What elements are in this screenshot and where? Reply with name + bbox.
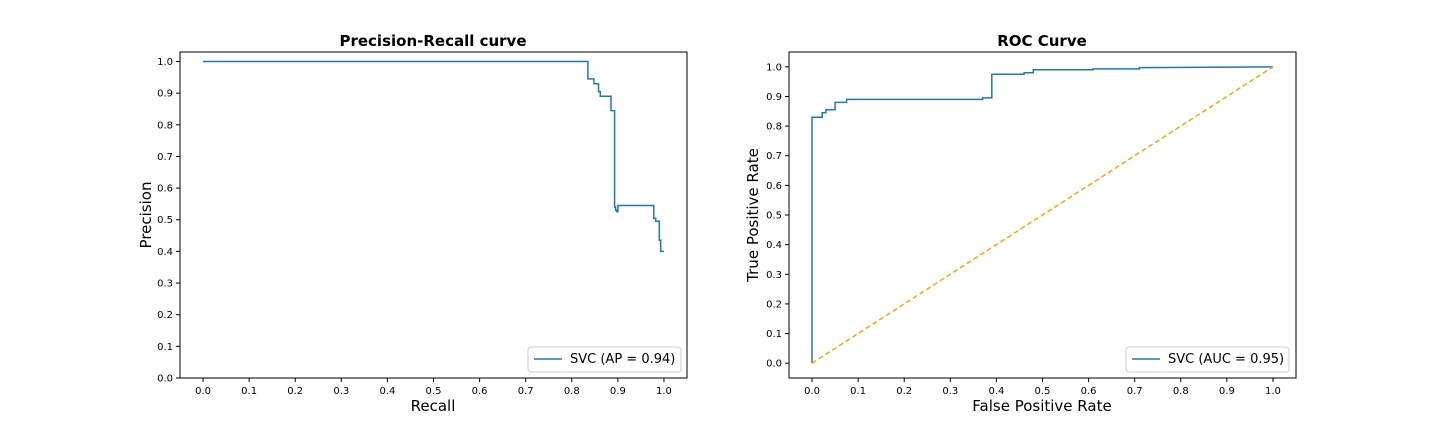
- y-tick-label: 0.0: [766, 359, 782, 370]
- x-tick-label: 0.5: [1035, 386, 1051, 397]
- chance-diagonal-line: [811, 66, 1274, 364]
- x-tick-label: 0.4: [379, 386, 395, 397]
- x-tick-label: 0.6: [1081, 386, 1097, 397]
- x-axis-label: Recall: [411, 397, 456, 415]
- axis-ticks: 0.0 0.1 0.2 0.3 0.4 0.5 0.6 0.7 0.8 0.9 1.0 0.0 0.1 0…: [766, 62, 1281, 397]
- x-axis-label: False Positive Rate: [972, 397, 1111, 415]
- series-layer: [203, 60, 664, 253]
- y-tick-label: 0.4: [157, 247, 173, 258]
- y-tick-label: 0.2: [157, 310, 173, 321]
- x-tick-label: 1.0: [656, 386, 672, 397]
- y-tick-label: 0.8: [157, 120, 173, 131]
- x-tick-label: 0.1: [850, 386, 866, 397]
- chart-title: Precision-Recall curve: [339, 32, 526, 50]
- y-tick-label: 0.5: [157, 215, 173, 226]
- y-tick-label: 0.1: [157, 342, 173, 353]
- series-line-0: [811, 66, 1274, 364]
- series-line-0: [203, 60, 664, 253]
- x-tick-label: 0.8: [564, 386, 580, 397]
- y-tick-label: 0.3: [766, 270, 782, 281]
- legend-label: SVC (AP = 0.94): [570, 352, 675, 367]
- legend-label: SVC (AUC = 0.95): [1168, 352, 1284, 367]
- y-tick-label: 1.0: [766, 62, 782, 73]
- x-tick-label: 0.5: [426, 386, 442, 397]
- y-tick-label: 0.5: [766, 211, 782, 222]
- y-tick-label: 0.0: [157, 374, 173, 385]
- y-tick-label: 0.2: [766, 299, 782, 310]
- legend-frame: [1125, 346, 1290, 373]
- x-tick-label: 0.9: [610, 386, 626, 397]
- x-tick-label: 0.7: [1127, 386, 1143, 397]
- y-axis-label: True Positive Rate: [744, 148, 762, 283]
- legend: SVC (AP = 0.94): [527, 346, 682, 373]
- series-layer: [811, 66, 1274, 364]
- x-tick-label: 1.0: [1265, 386, 1281, 397]
- axis-ticks: 0.0 0.1 0.2 0.3 0.4 0.5 0.6 0.7 0.8 0.9 1.0 0.0 0.1 0…: [157, 57, 672, 397]
- y-tick-label: 0.4: [766, 240, 782, 251]
- y-tick-label: 0.6: [157, 184, 173, 195]
- roc-curve-chart: ROC Curve 0.0 0.1 0.2 0.3 0.4 0.5 0.6 0.7 0.8 0.9…: [744, 32, 1297, 415]
- x-tick-label: 0.2: [896, 386, 912, 397]
- x-tick-label: 0.6: [472, 386, 488, 397]
- y-tick-label: 0.1: [766, 329, 782, 340]
- y-axis-label: Precision: [137, 182, 155, 249]
- y-tick-label: 1.0: [157, 57, 173, 68]
- y-tick-label: 0.8: [766, 122, 782, 133]
- y-tick-label: 0.9: [157, 89, 173, 100]
- x-tick-label: 0.3: [942, 386, 958, 397]
- precision-recall-chart: Precision-Recall curve 0.0 0.1 0.2 0.3 0.4 0.…: [137, 32, 688, 415]
- x-tick-label: 0.4: [988, 386, 1004, 397]
- y-tick-label: 0.7: [766, 151, 782, 162]
- x-tick-label: 0.0: [804, 386, 820, 397]
- x-tick-label: 0.3: [333, 386, 349, 397]
- y-tick-label: 0.7: [157, 152, 173, 163]
- x-tick-label: 0.2: [287, 386, 303, 397]
- legend-frame: [527, 346, 682, 373]
- x-tick-label: 0.9: [1219, 386, 1235, 397]
- x-tick-label: 0.7: [518, 386, 534, 397]
- x-tick-label: 0.8: [1173, 386, 1189, 397]
- x-tick-label: 0.0: [195, 386, 211, 397]
- y-tick-label: 0.3: [157, 279, 173, 290]
- y-tick-label: 0.6: [766, 181, 782, 192]
- y-tick-label: 0.9: [766, 92, 782, 103]
- legend: SVC (AUC = 0.95): [1125, 346, 1290, 373]
- x-tick-label: 0.1: [241, 386, 257, 397]
- chart-title: ROC Curve: [997, 32, 1087, 50]
